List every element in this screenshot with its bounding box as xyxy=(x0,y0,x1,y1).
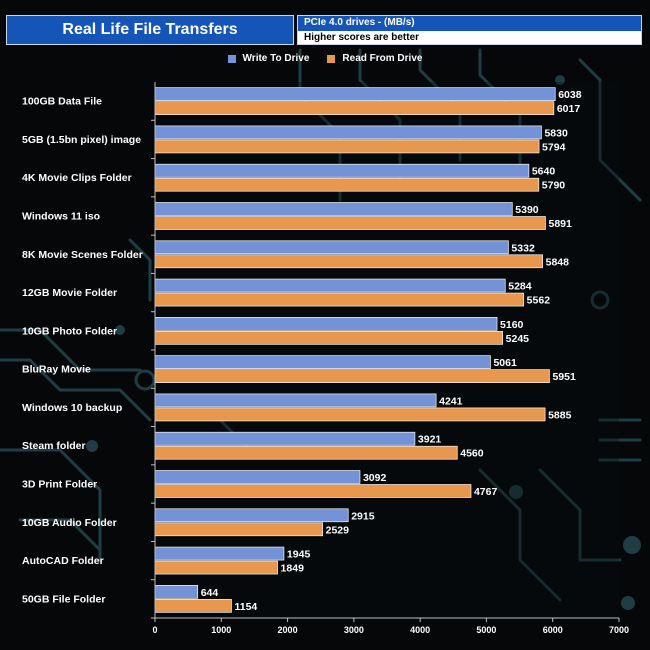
category-label: Steam folder xyxy=(22,440,86,452)
data-label-write: 5160 xyxy=(500,319,524,331)
chart-subtitle-units: PCIe 4.0 drives - (MB/s) xyxy=(298,16,641,31)
chart-legend: Write To Drive Read From Drive xyxy=(0,52,650,66)
bar-write xyxy=(154,125,542,140)
category-label: 10GB Audio Folder xyxy=(22,517,117,529)
category-label: 3D Print Folder xyxy=(22,479,97,491)
bar-read xyxy=(154,292,525,307)
data-label-read: 1154 xyxy=(234,601,257,613)
data-label-write: 644 xyxy=(201,587,219,599)
data-label-read: 5245 xyxy=(506,333,530,345)
category-label: BluRay Movie xyxy=(22,364,91,376)
bar-read xyxy=(154,139,540,154)
bar-write xyxy=(154,431,416,446)
bar-read xyxy=(154,369,550,383)
x-tick-label: 5000 xyxy=(476,625,496,635)
data-label-read: 4767 xyxy=(474,486,498,498)
data-label-read: 5891 xyxy=(548,218,572,230)
category-label: 50GB File Folder xyxy=(22,593,105,605)
bar-write xyxy=(154,163,530,178)
category-label: 4K Movie Clips Folder xyxy=(22,172,132,184)
bar-read xyxy=(154,484,472,498)
data-label-read: 5885 xyxy=(548,409,572,421)
x-tick-label: 7000 xyxy=(609,625,629,635)
data-label-read: 5951 xyxy=(552,371,576,383)
bar-read xyxy=(154,331,504,345)
x-tick-label: 4000 xyxy=(410,625,430,635)
bar-write xyxy=(154,278,506,293)
legend-item-write: Write To Drive xyxy=(227,52,310,66)
legend-label-write: Write To Drive xyxy=(242,53,310,64)
bar-write xyxy=(154,470,361,484)
bar-read xyxy=(154,254,543,269)
data-label-write: 5332 xyxy=(511,242,535,254)
bar-read xyxy=(154,177,540,192)
bar-read xyxy=(154,522,323,537)
bar-write xyxy=(154,355,491,369)
data-label-write: 2915 xyxy=(351,510,375,522)
data-label-write: 5640 xyxy=(532,166,556,178)
category-label: Windows 11 iso xyxy=(22,211,100,223)
bar-read xyxy=(154,407,546,422)
legend-swatch-read xyxy=(327,55,336,63)
bar-read xyxy=(154,216,546,230)
data-label-write: 3921 xyxy=(418,434,442,446)
category-label: 8K Movie Scenes Folder xyxy=(22,249,143,261)
data-label-read: 5848 xyxy=(546,256,570,268)
legend-label-read: Read From Drive xyxy=(342,53,423,64)
category-label: 10GB Photo Folder xyxy=(22,325,117,337)
bar-write xyxy=(154,508,349,523)
x-tick-label: 3000 xyxy=(344,625,364,635)
chart-title: Real Life File Transfers xyxy=(6,15,294,45)
chart-subtitle-note: Higher scores are better xyxy=(298,31,641,44)
x-tick-label: 6000 xyxy=(543,625,563,635)
legend-swatch-write xyxy=(227,55,236,63)
data-label-read: 4560 xyxy=(460,448,484,460)
category-label: Windows 10 backup xyxy=(22,402,122,414)
data-label-write: 5284 xyxy=(508,281,532,293)
bar-write xyxy=(154,546,285,561)
x-tick-label: 1000 xyxy=(211,625,231,635)
bar-write xyxy=(154,585,199,599)
data-label-write: 4241 xyxy=(439,395,463,407)
data-label-read: 1849 xyxy=(281,563,305,575)
data-label-read: 5790 xyxy=(542,180,566,192)
data-label-write: 3092 xyxy=(363,472,387,484)
data-label-write: 5390 xyxy=(515,204,539,216)
bar-read xyxy=(154,560,278,575)
bar-write xyxy=(154,87,556,101)
x-tick-label: 0 xyxy=(152,625,157,635)
bar-read xyxy=(154,101,555,115)
legend-item-read: Read From Drive xyxy=(327,52,422,66)
bar-write xyxy=(154,393,437,408)
category-label: 5GB (1.5bn pixel) image xyxy=(22,134,141,146)
data-label-read: 5562 xyxy=(527,295,551,307)
bar-write xyxy=(154,240,509,255)
category-label: 100GB Data File xyxy=(22,96,102,108)
bar-read xyxy=(154,599,232,613)
bar-read xyxy=(154,445,458,460)
data-label-write: 5830 xyxy=(544,127,568,139)
data-label-write: 5061 xyxy=(493,357,517,369)
bar-write xyxy=(154,202,513,216)
bar-write xyxy=(154,317,498,331)
category-label: 12GB Movie Folder xyxy=(22,287,117,299)
data-label-read: 5794 xyxy=(542,141,566,153)
x-tick-label: 2000 xyxy=(278,625,298,635)
data-label-write: 1945 xyxy=(287,549,311,561)
plot-area xyxy=(155,82,619,618)
data-label-read: 2529 xyxy=(326,524,350,536)
data-label-read: 6017 xyxy=(557,103,581,115)
data-label-write: 6038 xyxy=(558,89,582,101)
chart-subtitle-box: PCIe 4.0 drives - (MB/s) Higher scores a… xyxy=(297,15,642,45)
category-label: AutoCAD Folder xyxy=(22,555,104,567)
